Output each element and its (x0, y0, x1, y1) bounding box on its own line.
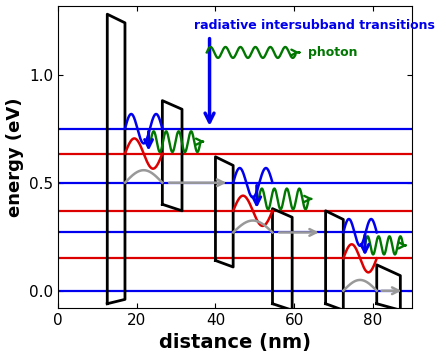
X-axis label: distance (nm): distance (nm) (159, 333, 311, 352)
Y-axis label: energy (eV): energy (eV) (5, 97, 24, 217)
Text: radiative intersubband transitions: radiative intersubband transitions (194, 19, 435, 32)
Text: photon: photon (308, 46, 357, 59)
